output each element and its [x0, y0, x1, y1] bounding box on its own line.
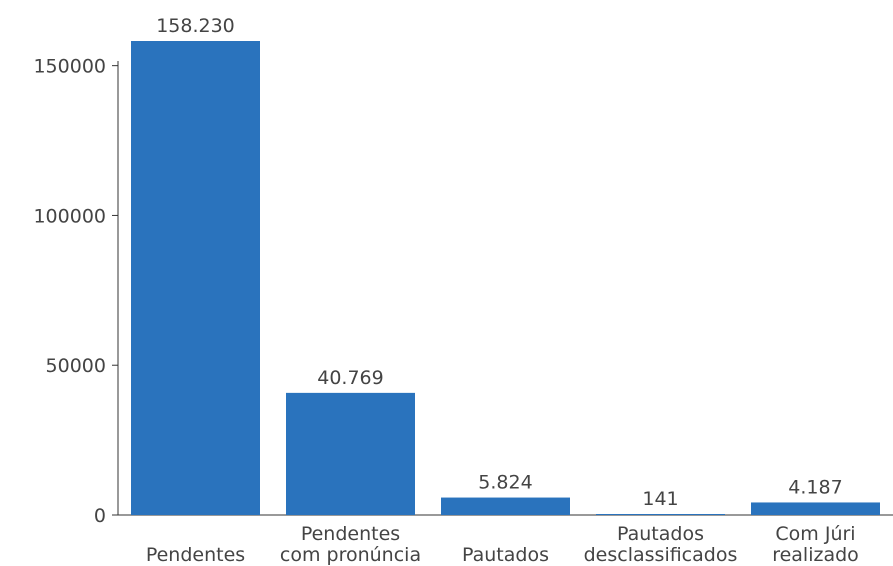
- y-tick-label: 100000: [33, 205, 106, 227]
- bar: [596, 514, 725, 515]
- bar: [131, 41, 260, 515]
- y-tick-label: 150000: [33, 56, 106, 78]
- x-category-label: Pendentes: [301, 523, 400, 545]
- x-category-label: realizado: [772, 544, 859, 566]
- bar: [751, 502, 880, 515]
- y-tick-label: 50000: [46, 355, 106, 377]
- bar-value-label: 158.230: [156, 15, 235, 37]
- bar-value-label: 5.824: [478, 472, 532, 494]
- bars-group: [131, 41, 880, 515]
- bar-value-label: 4.187: [788, 476, 842, 498]
- bar-value-label: 141: [642, 488, 678, 510]
- value-labels-group: 158.230 40.769 5.824 141 4.187: [156, 15, 842, 510]
- x-category-label: Pautados: [462, 544, 549, 566]
- bar-value-label: 40.769: [317, 367, 383, 389]
- x-category-label: com pronúncia: [280, 544, 421, 566]
- x-category-label: desclassificados: [584, 544, 738, 566]
- bar: [441, 497, 570, 515]
- y-tick-label: 0: [94, 505, 106, 527]
- x-category-label: Pautados: [617, 523, 704, 545]
- bar: [286, 392, 415, 515]
- x-category-label: Com Júri: [775, 523, 855, 545]
- x-category-label: Pendentes: [146, 544, 245, 566]
